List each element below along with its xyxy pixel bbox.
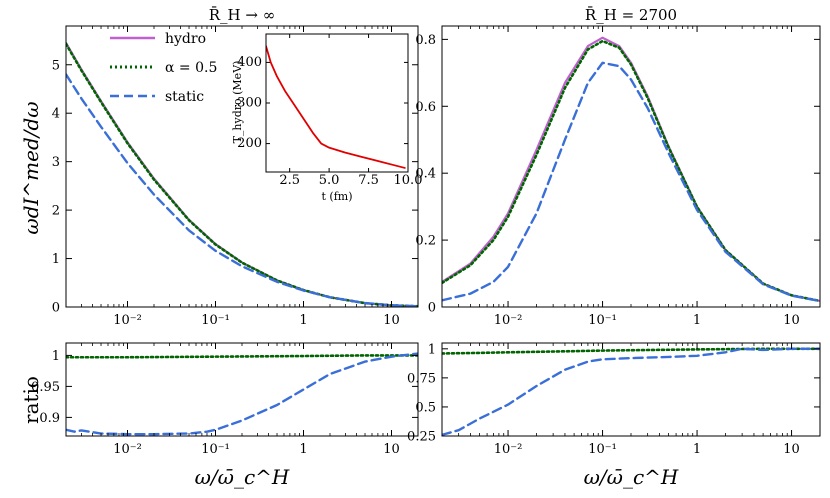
x-tick-label-ratio-left-0: 10⁻²	[113, 442, 142, 457]
y-tick-label-ratio-left-2: 1	[52, 349, 60, 364]
series-line-ratio-left-1	[66, 352, 418, 436]
y-tick-label-ratio-right-2: 0.75	[407, 371, 436, 386]
x-tick-label-ratio-right-0: 10⁻²	[494, 442, 523, 457]
chart-main-right: 10⁻² 10⁻¹ 1 10 0 0.2 0.4 0.6 0.8	[415, 25, 821, 328]
y-tick-label-ratio-left-0: 0.9	[39, 411, 60, 426]
series-line-inset-0	[266, 45, 406, 169]
y-tick-label-main-right-1: 0.2	[415, 234, 436, 249]
series-line-ratio-left-0	[66, 354, 418, 359]
y-tick-label-ratio-right-1: 0.5	[415, 400, 436, 415]
y-tick-label-inset-2: 400	[237, 55, 262, 70]
xlabel-left: ω/ω̄_c^H	[195, 465, 290, 489]
series-line-main-left-2	[66, 73, 418, 307]
x-tick-label-main-right-0: 10⁻²	[494, 313, 523, 328]
y-tick-label-ratio-right-3: 1	[428, 342, 436, 357]
inset-ylabel: T_hydro (MeV)	[231, 61, 244, 144]
panel-title-right: R̄_H = 2700	[585, 6, 677, 24]
y-tick-label-main-right-3: 0.6	[415, 100, 436, 115]
y-tick-label-inset-1: 300	[237, 96, 262, 111]
y-tick-label-main-left-4: 4	[52, 107, 60, 122]
x-tick-label-ratio-left-3: 10	[383, 442, 400, 457]
x-tick-label-inset-3: 10.0	[394, 173, 423, 188]
x-tick-label-main-left-0: 10⁻²	[113, 313, 142, 328]
ylabel-main: ωdI^med/dω	[19, 101, 43, 234]
x-tick-label-inset-1: 5.0	[319, 173, 340, 188]
chart-inset: 2.5 5.0 7.5 10.0 200 300 400	[237, 33, 423, 188]
panels-layer: 10⁻² 10⁻¹ 1 10 0 1 2 3 4 5 10⁻² 10⁻¹ 1 10 0 0.2 0.4 0.6 0.…	[31, 25, 821, 457]
series-line-main-right-2	[442, 61, 820, 303]
legend-label-alpha: α = 0.5	[165, 60, 217, 76]
y-tick-label-main-right-2: 0.4	[415, 167, 436, 182]
legend-label-static: static	[165, 89, 204, 105]
x-tick-label-inset-0: 2.5	[279, 173, 300, 188]
y-tick-label-inset-0: 200	[237, 136, 262, 151]
x-tick-label-main-left-1: 10⁻¹	[201, 313, 230, 328]
x-tick-label-main-left-3: 10	[383, 313, 400, 328]
chart-ratio-right: 10⁻² 10⁻¹ 1 10 0.25 0.5 0.75 1	[407, 342, 821, 457]
panel-title-left: R̄_H → ∞	[209, 6, 275, 24]
x-tick-label-ratio-left-2: 1	[299, 442, 307, 457]
chart-ratio-left: 10⁻² 10⁻¹ 1 10 0.9 0.95 1	[31, 342, 419, 457]
y-tick-label-main-right-0: 0	[428, 301, 436, 316]
axes-frame-main-right	[441, 25, 821, 308]
y-tick-label-main-left-1: 1	[52, 252, 60, 267]
y-tick-label-main-left-2: 2	[52, 204, 60, 219]
x-tick-label-inset-2: 7.5	[358, 173, 379, 188]
legend-label-hydro: hydro	[165, 31, 206, 47]
x-tick-label-ratio-right-1: 10⁻¹	[588, 442, 617, 457]
x-tick-label-main-right-3: 10	[783, 313, 800, 328]
y-tick-label-main-left-3: 3	[52, 155, 60, 170]
x-tick-label-main-right-1: 10⁻¹	[588, 313, 617, 328]
y-tick-label-ratio-left-1: 0.95	[31, 380, 60, 395]
x-tick-label-ratio-right-2: 1	[693, 442, 701, 457]
inset-xlabel: t (fm)	[321, 190, 352, 203]
x-tick-label-ratio-right-3: 10	[783, 442, 800, 457]
x-tick-label-main-right-2: 1	[693, 313, 701, 328]
series-line-main-right-0	[442, 36, 820, 303]
chart-main-left: 10⁻² 10⁻¹ 1 10 0 1 2 3 4 5	[52, 25, 419, 328]
xlabel-right: ω/ω̄_c^H	[584, 465, 679, 489]
y-tick-label-ratio-right-0: 0.25	[407, 430, 436, 445]
y-tick-label-main-left-5: 5	[52, 58, 60, 73]
axes-frame-ratio-right	[441, 342, 821, 437]
y-tick-label-main-left-0: 0	[52, 301, 60, 316]
ylabel-ratio: ratio	[19, 376, 43, 424]
y-tick-label-main-right-4: 0.8	[415, 33, 436, 48]
series-line-ratio-right-1	[442, 347, 820, 436]
x-tick-label-main-left-2: 1	[299, 313, 307, 328]
x-tick-label-ratio-left-1: 10⁻¹	[201, 442, 230, 457]
legend: hydro α = 0.5 static	[110, 31, 217, 105]
